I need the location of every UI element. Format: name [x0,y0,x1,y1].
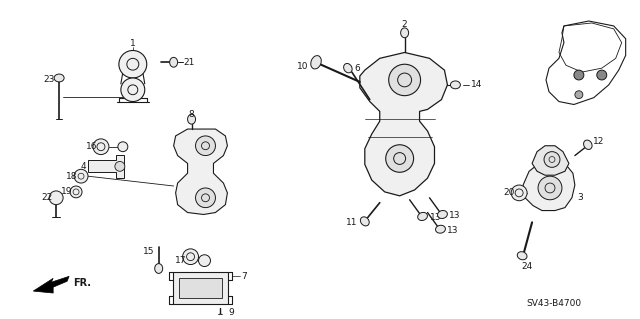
Circle shape [196,136,216,156]
Text: 10: 10 [296,62,308,71]
Text: 24: 24 [522,262,532,271]
Polygon shape [179,278,223,298]
Polygon shape [173,272,228,304]
Text: 13: 13 [447,226,459,235]
Ellipse shape [584,140,592,149]
Ellipse shape [436,225,445,233]
Circle shape [70,186,82,198]
Ellipse shape [360,217,369,226]
Circle shape [182,249,198,264]
Ellipse shape [418,212,428,220]
Text: 21: 21 [184,58,195,67]
Text: 20: 20 [504,189,515,197]
Circle shape [596,70,607,80]
Circle shape [118,142,128,152]
Circle shape [119,50,147,78]
Polygon shape [523,160,575,211]
Ellipse shape [344,63,352,73]
Ellipse shape [451,81,460,89]
Circle shape [196,188,216,208]
Circle shape [574,70,584,80]
Text: 13: 13 [449,211,461,220]
Circle shape [575,91,583,99]
Text: 1: 1 [130,39,136,48]
Circle shape [544,152,560,167]
Circle shape [388,64,420,96]
Text: 9: 9 [228,308,234,317]
Circle shape [198,255,211,267]
Text: 7: 7 [241,272,247,281]
Circle shape [74,169,88,183]
Text: 23: 23 [44,76,55,85]
Text: 14: 14 [471,80,483,89]
Text: 18: 18 [65,172,77,181]
Polygon shape [360,52,447,196]
Polygon shape [88,155,124,178]
Text: 12: 12 [593,137,604,146]
Text: 13: 13 [429,213,441,222]
Text: 8: 8 [189,110,195,119]
Circle shape [386,145,413,172]
Text: 15: 15 [143,247,155,256]
Text: 16: 16 [86,142,97,151]
Text: 4: 4 [81,162,86,171]
Text: 2: 2 [402,20,408,29]
Text: SV43-B4700: SV43-B4700 [527,299,582,308]
Polygon shape [173,129,227,214]
Text: 3: 3 [577,193,582,202]
Ellipse shape [217,314,224,319]
Ellipse shape [54,74,64,82]
Circle shape [49,191,63,205]
Circle shape [511,185,527,201]
Text: 19: 19 [61,187,72,197]
Ellipse shape [155,263,163,273]
Ellipse shape [311,56,321,69]
Ellipse shape [438,211,447,219]
Polygon shape [33,276,69,293]
Ellipse shape [517,252,527,260]
Circle shape [93,139,109,155]
Text: 11: 11 [346,218,358,227]
Circle shape [121,78,145,101]
Text: 17: 17 [175,256,187,265]
Ellipse shape [401,28,408,38]
Ellipse shape [188,114,196,124]
Text: FR.: FR. [73,278,91,288]
Ellipse shape [170,57,178,67]
Circle shape [538,176,562,200]
Text: 22: 22 [41,193,52,202]
Text: 6: 6 [354,64,360,73]
Polygon shape [532,146,569,175]
Circle shape [115,161,125,171]
